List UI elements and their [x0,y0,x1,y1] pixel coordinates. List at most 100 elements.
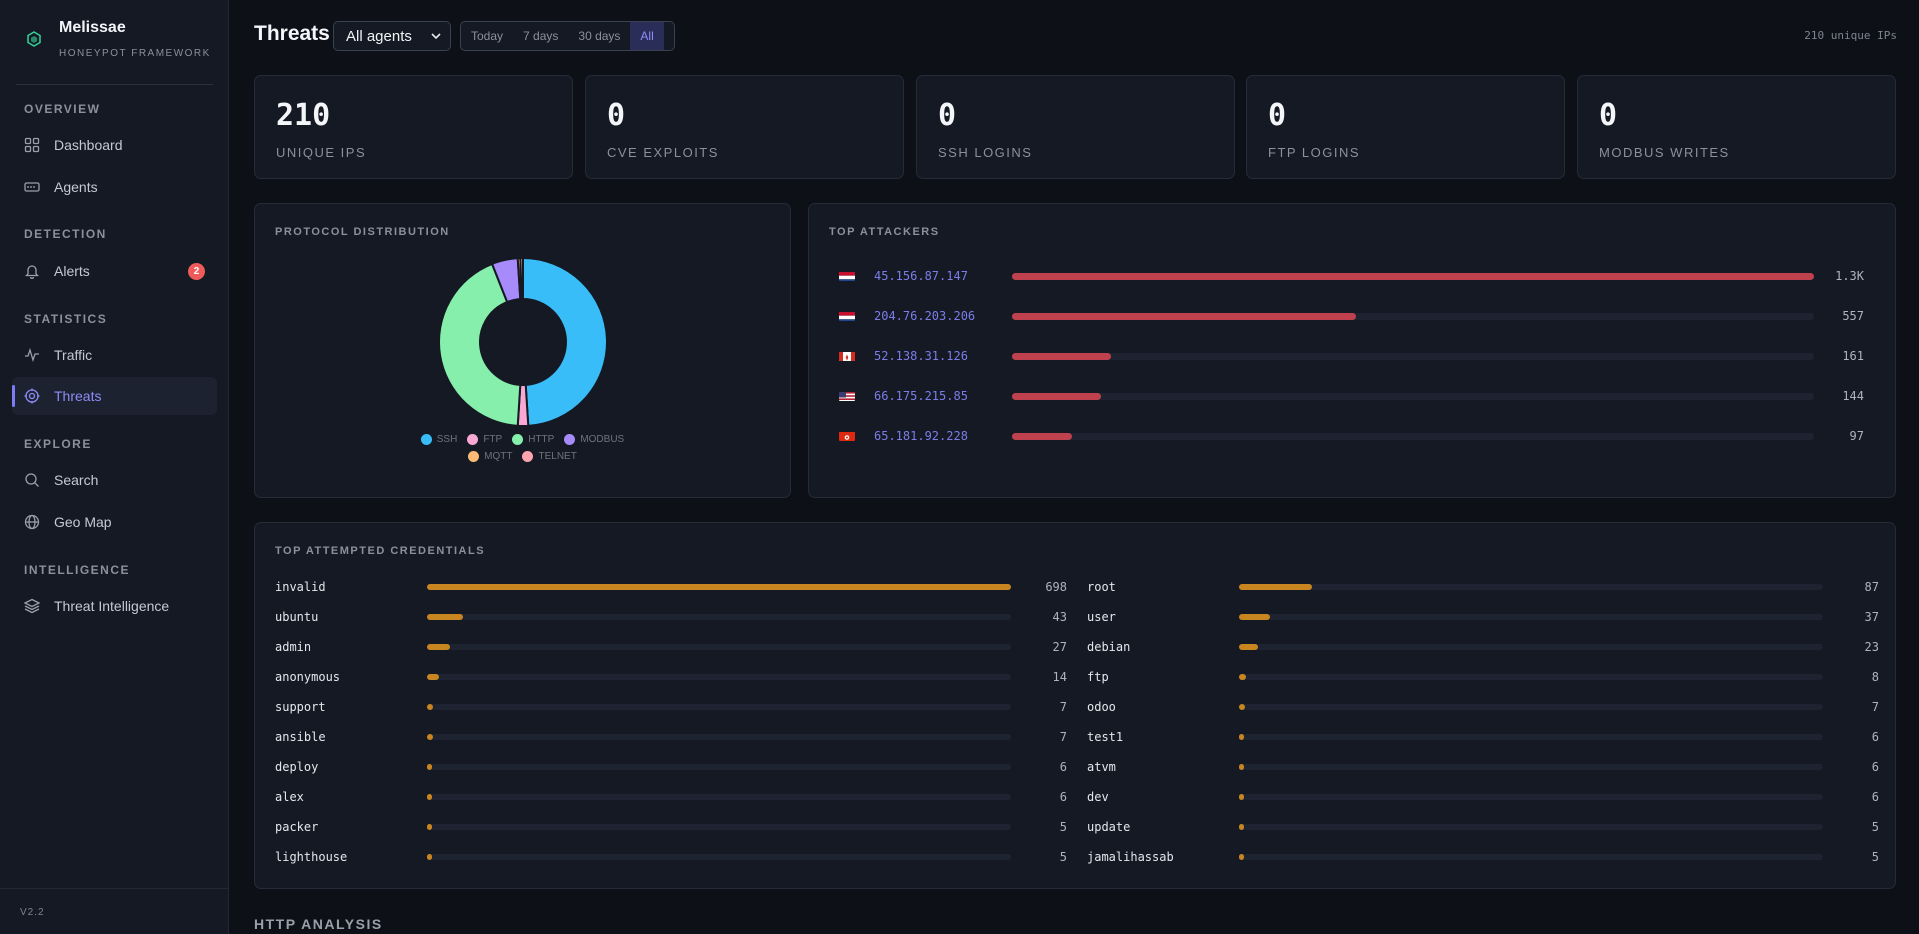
stat-card-ssh-logins: 0 SSH LOGINS [916,75,1235,179]
protocol-donut-chart [438,256,608,427]
stat-value: 0 [607,98,626,133]
sidebar-item-traffic[interactable]: Traffic [12,336,217,374]
brand-name: Melissae [59,19,126,36]
credential-count: 7 [1059,730,1067,744]
attacker-bar [1012,353,1112,360]
credential-bar [427,674,439,680]
chevron-down-icon [431,33,441,40]
range-30-days-button[interactable]: 30 days [578,29,621,43]
attacker-row[interactable]: 45.156.87.147 1.3K [839,266,1864,286]
attacker-ip[interactable]: 65.181.92.228 [874,429,968,443]
attacker-row[interactable]: 66.175.215.85 144 [839,386,1864,406]
credential-count: 5 [1059,820,1067,834]
credential-row: odoo 7 [1087,697,1879,717]
credential-row: debian 23 [1087,637,1879,657]
stat-value: 210 [276,98,331,133]
credential-count: 7 [1871,700,1879,714]
attacker-ip[interactable]: 52.138.31.126 [874,349,968,363]
divider [0,888,229,889]
credential-row: test1 6 [1087,727,1879,747]
credential-bar [1239,764,1245,770]
attacker-row[interactable]: 52.138.31.126 161 [839,346,1864,366]
time-range-selector: Today 7 days 30 days All [460,21,675,51]
credential-count: 7 [1059,700,1067,714]
grid-icon [24,137,40,153]
legend-item-modbus: MODBUS [564,434,624,445]
attacker-row[interactable]: 65.181.92.228 97 [839,426,1864,446]
sidebar-item-label: Dashboard [54,137,123,153]
alerts-count-badge: 2 [188,263,205,280]
credential-bar [1239,584,1312,590]
credential-count: 6 [1059,790,1067,804]
nl-flag-icon [839,310,855,321]
sidebar-item-threat-intelligence[interactable]: Threat Intelligence [12,587,217,625]
attacker-bar [1012,313,1356,320]
credential-bar-track [427,854,1011,860]
credential-count: 6 [1871,790,1879,804]
credential-bar [1239,794,1245,800]
nav-section-statistics: STATISTICS [24,312,108,326]
credential-bar-track [1239,794,1823,800]
legend-item-telnet: TELNET [522,451,577,462]
credential-bar [427,614,463,620]
nav-section-detection: DETECTION [24,227,107,241]
credential-bar-track [1239,704,1823,710]
layers-icon [24,598,40,614]
credential-count: 8 [1871,670,1879,684]
credential-name: admin [275,640,312,654]
range-today-button[interactable]: Today [471,29,504,43]
credential-bar [427,644,450,650]
credential-row: jamalihassab 5 [1087,847,1879,867]
sidebar-item-dashboard[interactable]: Dashboard [12,126,217,164]
credential-count: 5 [1059,850,1067,864]
sidebar-item-agents[interactable]: Agents [12,168,217,206]
credential-row: invalid 698 [275,577,1067,597]
credential-name: lighthouse [275,850,348,864]
stat-value: 0 [1268,98,1287,133]
range-all-button[interactable]: All [630,22,664,50]
nl-flag-icon [839,270,855,281]
credential-name: jamalihassab [1087,850,1174,864]
credential-bar-track [427,824,1011,830]
stat-card-cve-exploits: 0 CVE EXPLOITS [585,75,904,179]
credential-bar-track [427,614,1011,620]
credential-bar-track [1239,644,1823,650]
nav-section-intelligence: INTELLIGENCE [24,563,131,577]
hk-flag-icon [839,430,855,441]
sidebar-item-alerts[interactable]: Alerts 2 [12,252,217,290]
credential-count: 43 [1052,610,1067,624]
attacker-ip[interactable]: 66.175.215.85 [874,389,968,403]
credential-count: 6 [1059,760,1067,774]
credential-row: alex 6 [275,787,1067,807]
attacker-ip[interactable]: 204.76.203.206 [874,309,976,323]
credential-bar [427,824,432,830]
sidebar-item-label: Search [54,472,99,488]
credential-count: 14 [1052,670,1067,684]
range-7-days-button[interactable]: 7 days [523,29,559,43]
version-label: V2.2 [20,907,45,918]
credential-row: packer 5 [275,817,1067,837]
credential-bar-track [427,584,1011,590]
agent-select[interactable]: All agents [333,21,451,51]
credential-name: update [1087,820,1131,834]
panel-title: PROTOCOL DISTRIBUTION [275,226,450,238]
attacker-count: 144 [1842,389,1864,403]
sidebar-item-search[interactable]: Search [12,461,217,499]
sidebar-item-geo-map[interactable]: Geo Map [12,503,217,541]
donut-slice-telnet[interactable] [519,256,524,301]
credential-name: ftp [1087,670,1109,684]
credential-bar-track [1239,734,1823,740]
sidebar-item-threats[interactable]: Threats [12,377,217,415]
credential-row: ansible 7 [275,727,1067,747]
credential-bar [1239,644,1259,650]
nav-section-overview: OVERVIEW [24,102,101,116]
credential-row: lighthouse 5 [275,847,1067,867]
credential-bar [427,584,1011,590]
attacker-ip[interactable]: 45.156.87.147 [874,269,968,283]
donut-slice-http[interactable] [438,262,522,427]
donut-slice-ssh[interactable] [522,256,608,427]
credential-row: deploy 6 [275,757,1067,777]
credential-bar [1239,734,1245,740]
credential-bar [1239,704,1245,710]
attacker-row[interactable]: 204.76.203.206 557 [839,306,1864,326]
